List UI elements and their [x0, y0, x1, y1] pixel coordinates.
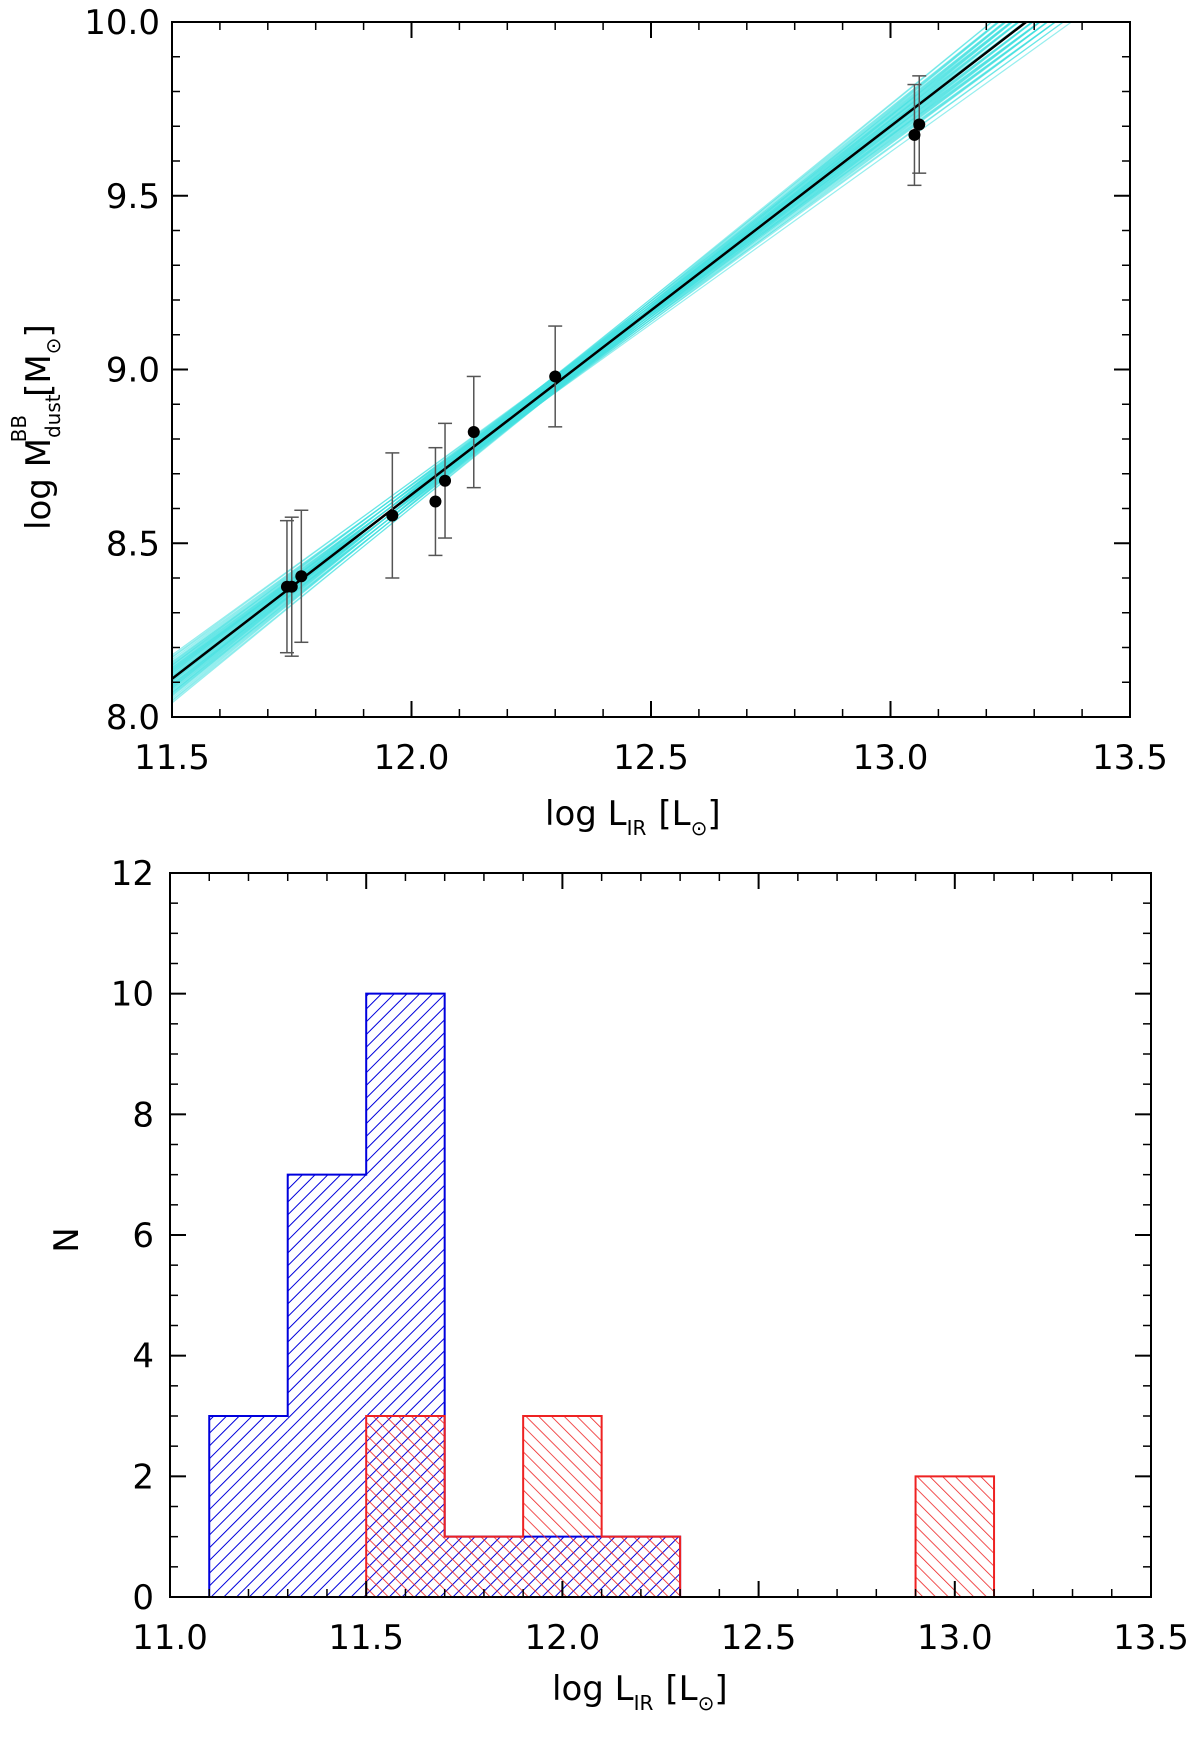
data-point [913, 118, 926, 131]
y-tick-label: 8 [132, 1095, 154, 1135]
data-points [280, 118, 926, 593]
y-axis-title: log Mdust BB [M⊙] [7, 324, 65, 530]
histogram-outline [365, 1415, 996, 1598]
bootstrap-fit-line [172, 22, 1028, 694]
y-tick-label: 9.0 [106, 351, 160, 391]
y-axis-title-sub: dust [41, 394, 65, 438]
histogram-bar [209, 1416, 288, 1597]
bootstrap-fit-line [172, 22, 1007, 695]
x-tick-label: 12.5 [721, 1618, 797, 1658]
x-tick-label: 11.5 [134, 738, 210, 778]
bootstrap-fit-line [172, 22, 1001, 701]
x-axis-bottom-unit-sub: ⊙ [698, 1691, 715, 1715]
y-tick-label: 12 [111, 854, 154, 894]
histogram-bar [444, 1536, 524, 1597]
y-axis-unit-open: [M [19, 354, 59, 397]
y-tick-label: 8.5 [106, 524, 160, 564]
histogram-bar [287, 1174, 367, 1597]
x-axis-title: log LIR [L⊙] [545, 794, 721, 840]
histogram-bars [208, 992, 996, 1598]
data-point [295, 570, 308, 583]
bootstrap-fit-line [172, 22, 1014, 698]
x-tick-label: 12.5 [613, 738, 689, 778]
bootstrap-fit-line [172, 22, 1000, 692]
x-axis-unit-open: [L [658, 794, 690, 834]
bootstrap-fit-line [172, 22, 1014, 693]
scatter-panel: 11.5 12.0 12.5 13.0 13.5 8.0 8.5 9.0 9.5 10.0 log… [7, 3, 1168, 840]
axis-ticks-bottom: 11.0 11.5 12.0 12.5 13.0 13.5 0 2 4 6 8 10 12 [111, 854, 1189, 1658]
fit-band [172, 22, 1073, 704]
x-axis-bottom-unit-open: [L [665, 1669, 697, 1709]
x-axis-unit-close: ] [707, 794, 720, 834]
y-tick-label: 2 [132, 1457, 154, 1497]
bootstrap-fit-line [172, 22, 993, 689]
data-point [908, 128, 921, 141]
bootstrap-fit-line [172, 22, 1000, 697]
best-fit-line [172, 22, 1029, 681]
bootstrap-fit-line [172, 22, 1014, 702]
x-tick-label: 11.5 [328, 1618, 404, 1658]
bootstrap-fit-line [172, 22, 1006, 690]
x-axis-title-bottom-main: log L [552, 1669, 634, 1709]
x-axis-title-main: log L [545, 794, 627, 834]
x-axis-bottom-unit-close: ] [714, 1669, 727, 1709]
y-axis-title-main: log M [19, 438, 59, 530]
bootstrap-fit-line [172, 22, 1042, 686]
y-tick-label: 8.0 [106, 698, 160, 738]
y-axis-title-bottom: N [47, 1227, 87, 1252]
y-tick-label: 10.0 [84, 3, 160, 43]
y-axis-unit-sub: ⊙ [41, 338, 65, 355]
x-tick-label: 12.0 [525, 1618, 601, 1658]
bootstrap-fit-line [172, 22, 1020, 691]
histogram-panel: 11.0 11.5 12.0 12.5 13.0 13.5 0 2 4 6 8 10 12 log LI… [47, 854, 1189, 1715]
data-point [439, 474, 452, 487]
y-tick-label: 9.5 [106, 177, 160, 217]
data-point [467, 426, 480, 439]
data-point [386, 509, 399, 522]
x-axis-title-sub: IR [627, 816, 647, 840]
bootstrap-fit-line [172, 22, 993, 694]
y-tick-label: 6 [132, 1216, 154, 1256]
y-tick-label: 4 [132, 1337, 154, 1377]
bootstrap-fit-line [172, 22, 1027, 689]
bootstrap-fit-line [172, 22, 1007, 700]
x-tick-label: 13.0 [917, 1618, 993, 1658]
x-axis-unit-sub: ⊙ [691, 816, 708, 840]
histogram-series [365, 1415, 996, 1598]
data-point [285, 580, 298, 593]
x-tick-label: 13.5 [1113, 1618, 1189, 1658]
axis-ticks: 11.5 12.0 12.5 13.0 13.5 8.0 8.5 9.0 9.5 10.0 [84, 3, 1168, 778]
y-tick-label: 10 [111, 975, 154, 1015]
histogram-bar [523, 1416, 602, 1597]
x-tick-label: 12.0 [374, 738, 450, 778]
bootstrap-fit-line [172, 22, 1013, 689]
fit-line-group [172, 22, 1029, 681]
x-axis-title-bottom: log LIR [L⊙] [552, 1669, 728, 1715]
y-axis-title-sup: BB [7, 415, 31, 442]
x-tick-label: 11.0 [132, 1618, 208, 1658]
plot-frame [171, 21, 1131, 718]
y-axis-unit-close: ] [19, 324, 59, 337]
histogram-bar [601, 1536, 681, 1597]
histogram-bar [366, 1416, 445, 1597]
x-tick-label: 13.5 [1092, 738, 1168, 778]
y-tick-label: 0 [132, 1578, 154, 1618]
histogram-bar [915, 1476, 995, 1597]
x-axis-title-bottom-sub: IR [634, 1691, 654, 1715]
x-tick-label: 13.0 [853, 738, 929, 778]
bootstrap-fit-line [172, 22, 1008, 704]
data-point [549, 370, 562, 383]
bootstrap-fit-line [172, 22, 1021, 696]
data-point [429, 495, 442, 508]
